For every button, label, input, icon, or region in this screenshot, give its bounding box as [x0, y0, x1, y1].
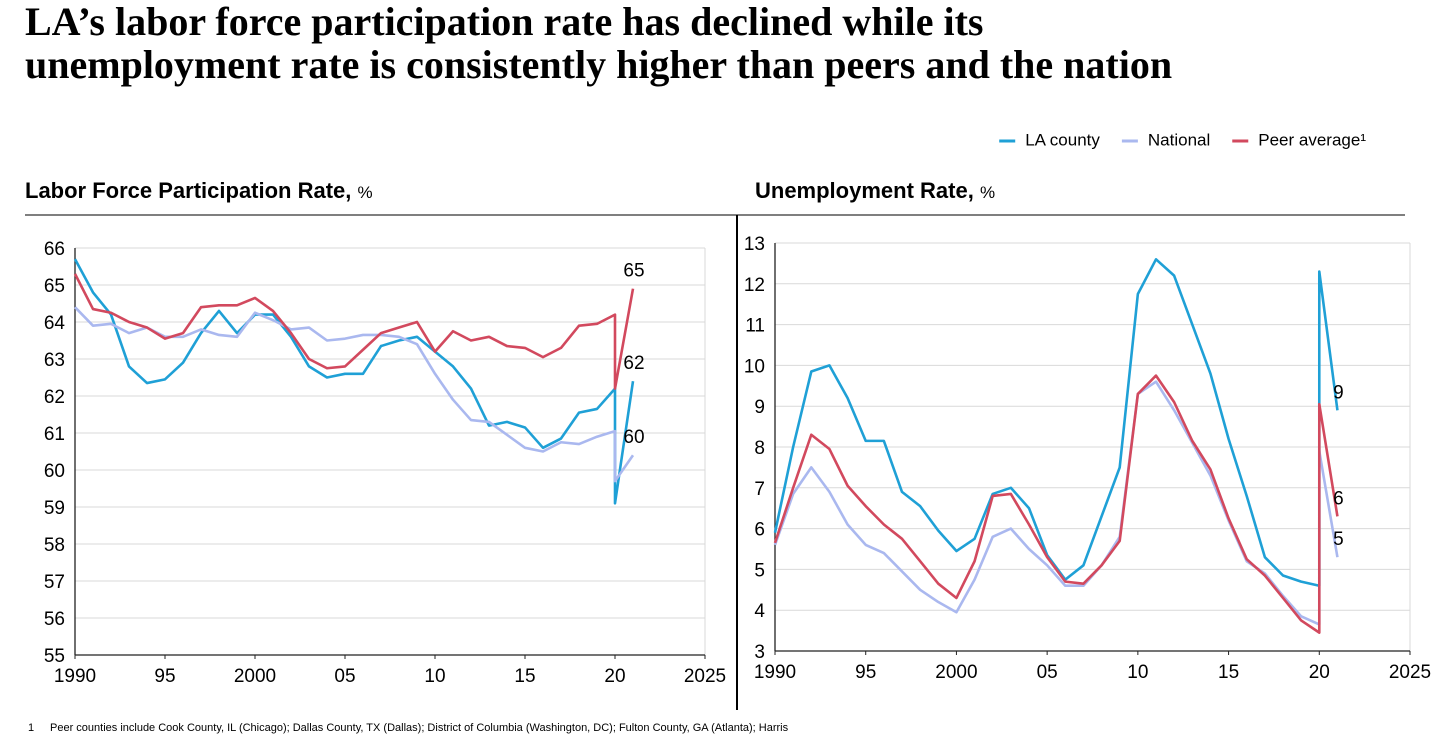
x-tick-label: 1990 [54, 666, 96, 687]
y-tick-label: 65 [44, 276, 65, 297]
footnote-marker: 1 [28, 722, 34, 734]
chart-title-text: Labor Force Participation Rate, [25, 178, 351, 203]
x-tick-label: 20 [1309, 662, 1330, 683]
y-tick-label: 12 [744, 275, 765, 296]
legend-label: Peer average¹ [1258, 130, 1366, 149]
y-tick-label: 59 [44, 498, 65, 519]
footnote: Peer counties include Cook County, IL (C… [50, 722, 789, 734]
x-tick-label: 10 [424, 666, 445, 687]
y-tick-label: 3 [754, 642, 765, 663]
chart-title: Unemployment Rate, % [755, 178, 995, 203]
x-tick-label: 2025 [1389, 662, 1431, 683]
y-tick-label: 13 [744, 234, 765, 255]
y-tick-label: 11 [745, 316, 765, 337]
end-label: 6 [1333, 488, 1344, 509]
end-label: 9 [1333, 382, 1344, 403]
y-tick-label: 62 [44, 387, 65, 408]
page-title: LA’s labor force participation rate has … [25, 0, 983, 44]
series-line [773, 374, 1339, 634]
y-tick-label: 58 [44, 535, 65, 556]
y-tick-label: 9 [754, 397, 765, 418]
y-tick-label: 55 [44, 646, 65, 667]
y-tick-label: 66 [44, 239, 65, 260]
y-tick-label: 63 [44, 350, 65, 371]
chart-unit: % [358, 183, 373, 202]
x-tick-label: 20 [604, 666, 625, 687]
y-tick-label: 8 [754, 438, 765, 459]
y-tick-label: 10 [744, 356, 765, 377]
x-tick-label: 10 [1127, 662, 1148, 683]
series-line [773, 380, 1339, 626]
y-tick-label: 56 [44, 609, 65, 630]
x-tick-label: 95 [154, 666, 175, 687]
chart-title-text: Unemployment Rate, [755, 178, 974, 203]
end-label: 62 [623, 353, 644, 374]
x-tick-label: 2025 [684, 666, 726, 687]
legend-label: LA county [1025, 130, 1100, 149]
y-tick-label: 4 [754, 601, 765, 622]
y-tick-label: 64 [44, 313, 66, 334]
series-line [73, 273, 635, 390]
end-label: 65 [623, 261, 644, 282]
x-tick-label: 15 [1218, 662, 1239, 683]
end-label: 60 [623, 427, 644, 448]
series-line [73, 258, 635, 505]
y-tick-label: 57 [44, 572, 65, 593]
end-label: 5 [1333, 529, 1344, 550]
y-tick-label: 5 [754, 560, 765, 581]
y-tick-label: 61 [44, 424, 65, 445]
legend-label: National [1148, 130, 1210, 149]
x-tick-label: 95 [855, 662, 876, 683]
x-tick-label: 2000 [234, 666, 276, 687]
y-tick-label: 60 [44, 461, 65, 482]
x-tick-label: 05 [334, 666, 355, 687]
x-tick-label: 05 [1037, 662, 1058, 683]
chart-unit: % [980, 183, 995, 202]
y-tick-label: 7 [754, 479, 765, 500]
page-title: unemployment rate is consistently higher… [25, 42, 1172, 87]
x-tick-label: 2000 [935, 662, 977, 683]
chart-title: Labor Force Participation Rate, % [25, 178, 373, 203]
x-tick-label: 15 [514, 666, 535, 687]
x-tick-label: 1990 [754, 662, 796, 683]
y-tick-label: 6 [754, 520, 765, 541]
